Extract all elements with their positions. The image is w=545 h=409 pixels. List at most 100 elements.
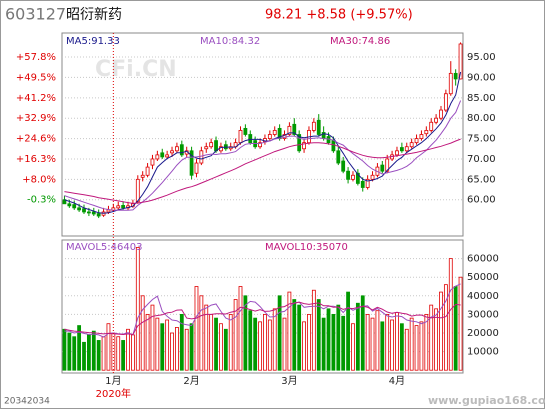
volume-bar xyxy=(277,295,282,371)
candle-body xyxy=(439,109,443,119)
volume-bar xyxy=(233,299,238,371)
volume-bar xyxy=(199,295,204,371)
candle-body xyxy=(297,134,302,152)
volume-bar xyxy=(248,310,253,371)
volume-bar xyxy=(77,325,82,371)
volume-bar xyxy=(72,336,77,371)
y-tick-label: 70.00 xyxy=(467,154,496,165)
volume-bar xyxy=(126,328,130,371)
candle-body xyxy=(380,164,385,172)
volume-bar xyxy=(434,308,439,371)
y-tick-label: 60000 xyxy=(467,254,499,265)
volume-bar xyxy=(179,314,184,371)
y-tick-label: 20000 xyxy=(467,328,499,339)
y-tick-label: 80.00 xyxy=(467,113,496,124)
volume-bar xyxy=(443,284,448,371)
candle-body xyxy=(453,72,458,80)
volume-bar xyxy=(194,286,199,371)
y-tick-label: 95.00 xyxy=(467,52,496,63)
candle-body xyxy=(424,130,429,135)
volume-bar xyxy=(424,314,429,371)
stock-name: 昭衍新药 xyxy=(66,7,122,23)
volume-bar xyxy=(409,317,414,371)
volume-bar xyxy=(331,314,336,371)
candle-body xyxy=(365,178,370,188)
volume-bar xyxy=(204,304,209,371)
volume-bar xyxy=(272,308,277,371)
volume-bar xyxy=(287,291,292,371)
y2-tick-label: +41.2% xyxy=(16,93,56,104)
volume-bar xyxy=(228,314,233,371)
volume-bar xyxy=(243,295,248,371)
candle-body xyxy=(106,209,111,213)
candle-body xyxy=(243,127,248,135)
candle-body xyxy=(140,174,145,178)
candle-body xyxy=(341,160,346,172)
candle-body xyxy=(434,117,439,123)
candle-body xyxy=(86,211,91,214)
volume-bar xyxy=(135,247,140,371)
y2-tick-label: +49.5% xyxy=(16,72,56,83)
volume-panel xyxy=(61,239,464,374)
year-label: 2020年 xyxy=(96,387,131,400)
volume-bar xyxy=(258,321,262,371)
y-tick-label: 90.00 xyxy=(467,72,496,83)
volume-bar xyxy=(375,310,380,371)
candle-body xyxy=(82,208,86,213)
volume-bar xyxy=(170,332,174,371)
candle-body xyxy=(77,207,82,211)
y2-tick-label: +8.0% xyxy=(22,174,56,185)
candle-body xyxy=(351,174,355,180)
candle-body xyxy=(272,130,277,135)
volume-bar xyxy=(311,289,316,371)
candle-body xyxy=(287,125,292,135)
candle-body xyxy=(414,138,419,144)
volume-bar xyxy=(395,312,399,371)
volume-bar xyxy=(223,328,228,371)
volume-bar xyxy=(297,304,302,371)
volume-bar xyxy=(150,304,155,371)
footer-right: www.gupiao168.com xyxy=(428,394,545,407)
volume-bar xyxy=(316,299,321,371)
candle-body xyxy=(370,174,375,180)
volume-bar xyxy=(175,327,179,371)
volume-bar xyxy=(160,323,165,371)
x-tick-label: 4月 xyxy=(389,375,405,387)
volume-bar xyxy=(453,286,458,371)
y-tick-label: 30000 xyxy=(467,309,499,320)
legend-entry: MAVOL5:46403 xyxy=(66,242,142,253)
volume-bar xyxy=(165,319,170,371)
y2-tick-label: -0.3% xyxy=(27,195,56,206)
candle-body xyxy=(419,134,424,139)
y2-tick-label: +32.9% xyxy=(16,113,56,124)
candle-body xyxy=(179,144,184,156)
volume-bar xyxy=(82,341,86,371)
ma-line xyxy=(64,100,462,211)
y-tick-label: 75.00 xyxy=(467,134,496,145)
volume-bar xyxy=(106,323,111,371)
candle-body xyxy=(189,150,194,176)
volume-bar xyxy=(86,334,91,371)
candle-body xyxy=(355,172,360,184)
candle-body xyxy=(155,154,160,160)
candle-body xyxy=(443,93,448,111)
volume-bar xyxy=(145,314,150,371)
ma-line xyxy=(64,301,461,336)
volume-bar xyxy=(292,299,297,371)
candle-body xyxy=(91,211,96,215)
volume-bar xyxy=(96,340,101,371)
volume-bar xyxy=(121,340,126,371)
candle-body xyxy=(302,142,306,150)
volume-bar xyxy=(263,314,267,371)
volume-bar xyxy=(414,325,419,371)
volume-bar xyxy=(189,323,194,371)
ma-line xyxy=(64,71,462,214)
volume-bar xyxy=(140,295,145,371)
candle-body xyxy=(135,178,140,203)
volume-bar xyxy=(448,258,453,371)
candle-body xyxy=(316,119,321,135)
volume-bar xyxy=(116,336,121,371)
volume-bar xyxy=(370,317,375,371)
volume-bar xyxy=(62,328,67,371)
volume-bar xyxy=(419,321,424,371)
